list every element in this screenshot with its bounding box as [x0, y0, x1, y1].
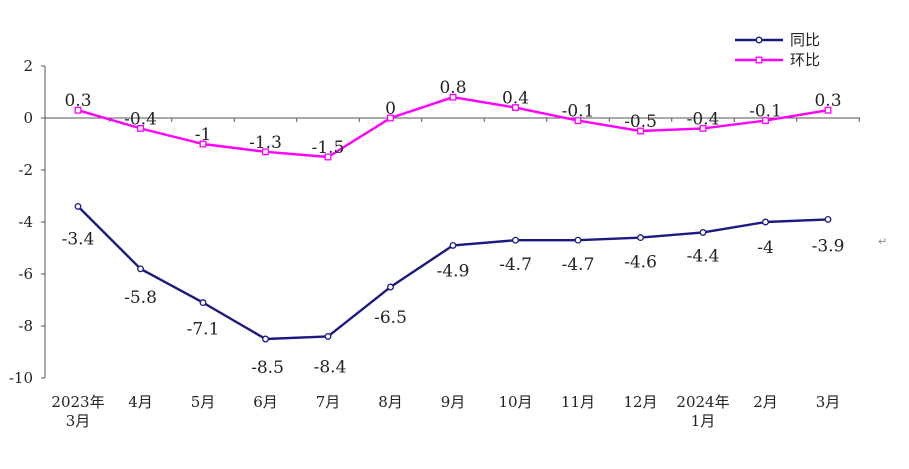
mom-point: [512, 104, 519, 112]
yoy-data-label: -4.7: [499, 255, 532, 275]
mom-point: [699, 124, 707, 132]
yoy-data-label: -6.5: [374, 308, 407, 328]
mom-data-label: -1: [195, 125, 212, 145]
yoy-data-label: -5.8: [124, 288, 157, 308]
yoy-point: [762, 218, 769, 226]
mom-point: [199, 140, 207, 148]
mom-data-label: -0.1: [749, 102, 782, 122]
mom-point: [137, 124, 144, 132]
yoy-point: [449, 241, 457, 249]
y-tick-label: 2: [23, 57, 33, 75]
mom-data-label: 0.3: [814, 91, 841, 111]
mom-data-label: -1.3: [249, 133, 282, 153]
yoy-data-label: -8.4: [314, 357, 347, 377]
x-tick-label: 6月: [253, 393, 278, 411]
yoy-point: [199, 299, 207, 307]
yoy-point: [637, 234, 644, 242]
yoy-data-label: -8.5: [251, 358, 284, 378]
yoy-data-label: -4: [757, 238, 774, 258]
yoy-point: [74, 202, 82, 210]
legend-mom-marker: [755, 56, 763, 64]
x-tick-label: 10月: [498, 393, 532, 411]
x-tick-label: 11月: [561, 393, 595, 411]
legend-yoy-marker: [755, 36, 763, 44]
yoy-point: [512, 236, 519, 244]
yoy-data-label: -3.9: [812, 236, 845, 256]
mom-point: [574, 117, 582, 125]
yoy-point: [387, 283, 394, 291]
yoy-data-label: -3.4: [62, 229, 95, 249]
mom-point: [262, 148, 269, 156]
mom-data-label: 0.4: [502, 89, 529, 109]
mom-data-label: -0.4: [124, 109, 157, 129]
return-mark: ↵: [878, 235, 888, 248]
mom-data-label: 0.3: [64, 91, 91, 111]
mom-data-label: 0.8: [439, 78, 466, 98]
mom-data-label: -0.5: [624, 112, 657, 132]
yoy-point: [324, 332, 332, 340]
x-tick-label: 9月: [441, 393, 466, 411]
yoy-data-label: -4.9: [437, 261, 470, 281]
mom-data-label: -1.5: [312, 138, 345, 158]
y-tick-label: -8: [18, 317, 33, 335]
x-tick-label: 2024年 1月: [676, 393, 729, 430]
mom-data-label: 0: [385, 99, 396, 119]
yoy-point: [262, 335, 269, 343]
x-tick-label: 5月: [191, 393, 216, 411]
mom-point: [387, 114, 394, 122]
x-tick-label: 2月: [753, 393, 778, 411]
yoy-data-label: -7.1: [187, 320, 220, 340]
y-tick-label: 0: [23, 109, 33, 127]
mom-point: [449, 93, 457, 101]
mom-point: [324, 153, 332, 161]
yoy-point: [574, 236, 582, 244]
x-tick-label: 7月: [316, 393, 341, 411]
mom-point: [637, 127, 644, 135]
x-tick-label: 12月: [623, 393, 657, 411]
yoy-point: [824, 215, 832, 223]
mom-point: [824, 106, 832, 114]
y-tick-label: -10: [9, 369, 33, 387]
yoy-data-label: -4.6: [624, 253, 657, 273]
y-tick-label: -6: [18, 265, 33, 283]
yoy-data-label: -4.4: [687, 246, 720, 266]
y-tick-label: -4: [18, 213, 33, 231]
legend-mom-label: 环比: [790, 51, 820, 69]
yoy-point: [137, 265, 144, 273]
yoy-point: [699, 228, 707, 236]
legend-yoy-label: 同比: [790, 31, 820, 49]
mom-point: [74, 106, 82, 114]
mom-data-label: -0.4: [687, 109, 720, 129]
mom-data-label: -0.1: [562, 102, 595, 122]
x-tick-label: 3月: [816, 393, 841, 411]
x-tick-label: 2023年 3月: [51, 393, 104, 430]
y-tick-label: -2: [18, 161, 33, 179]
mom-point: [762, 117, 769, 125]
x-tick-label: 4月: [128, 393, 153, 411]
yoy-data-label: -4.7: [562, 255, 595, 275]
x-tick-label: 8月: [378, 393, 403, 411]
